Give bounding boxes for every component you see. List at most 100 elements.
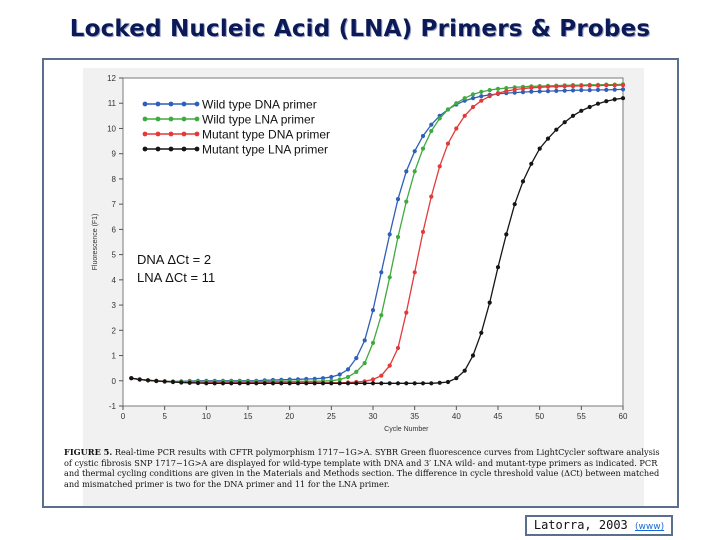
data-point [512,202,517,207]
figure-caption: FIGURE 5. Real-time PCR results with CFT… [64,447,664,489]
data-point [462,113,467,118]
data-point [562,120,567,125]
delta-ct-annotation: LNA ΔCt = 11 [137,270,215,285]
x-tick-label: 25 [327,412,336,421]
data-point [204,381,209,386]
data-point [345,374,351,380]
data-point [312,381,317,386]
data-point [195,380,201,386]
data-point [170,379,176,385]
caption-text: Real-time PCR results with CFTR polymorp… [64,447,660,489]
data-point [395,381,401,386]
data-point [270,381,276,386]
data-point [612,83,617,88]
data-point [545,89,551,94]
data-point [545,84,551,89]
data-point [604,99,609,104]
data-point [529,89,534,94]
data-point [512,87,517,92]
data-point [404,310,409,315]
data-point [237,381,242,386]
legend-marker [142,116,148,122]
data-point [229,381,234,386]
x-tick-label: 30 [369,412,378,421]
data-point [462,368,467,373]
data-point [479,94,484,99]
data-point [612,87,617,92]
citation-text: Latorra, 2003 [533,518,628,532]
data-point [504,86,509,91]
y-axis-label: Fluorescence (F1) [92,214,99,271]
legend-marker [181,101,187,107]
data-point [487,94,492,99]
data-point [362,381,367,386]
y-tick-label: 2 [112,326,117,335]
data-point [620,96,626,101]
x-tick-label: 35 [410,412,419,421]
legend-marker [168,131,174,137]
x-tick-label: 15 [244,412,253,421]
data-point [529,161,534,166]
y-tick-label: -1 [109,402,117,411]
y-tick-label: 10 [107,124,116,133]
data-point [379,313,384,318]
y-tick-label: 5 [112,251,117,260]
data-point [570,88,576,93]
y-tick-label: 11 [108,99,117,108]
data-point [445,141,451,146]
data-point [329,381,334,386]
data-point [595,83,601,88]
legend-marker [181,131,187,137]
data-point [554,127,559,132]
data-point [404,381,409,386]
x-tick-label: 60 [619,412,628,421]
data-point [345,367,351,372]
data-point [554,84,559,89]
data-point [495,91,501,96]
citation-link[interactable]: (www) [635,522,665,532]
data-point [479,98,484,103]
data-point [279,381,284,386]
data-point [520,90,526,95]
data-point [554,88,559,93]
data-point [220,381,226,386]
data-point [587,88,592,93]
data-point [437,116,442,121]
data-point [337,377,342,382]
data-point [579,108,584,113]
data-point [420,146,426,151]
data-point [429,122,434,127]
data-point [387,363,392,368]
data-point [129,376,134,381]
x-tick-label: 0 [121,412,126,421]
data-point [604,83,609,88]
x-tick-label: 5 [162,412,167,421]
data-point [395,234,401,240]
data-point [337,381,342,386]
data-point [487,300,492,305]
y-tick-label: 4 [112,276,117,285]
data-point [162,379,167,384]
delta-ct-annotation: DNA ΔCt = 2 [137,252,211,267]
data-point [395,197,401,202]
data-point [537,146,542,151]
y-tick-label: 0 [112,377,117,386]
legend-marker [194,116,200,122]
legend-marker [155,146,161,152]
data-point [529,85,534,90]
data-point [304,381,309,386]
data-point [504,89,509,94]
data-point [379,381,384,386]
data-point [429,128,434,134]
data-point [512,90,517,95]
data-point [562,88,567,93]
data-point [429,381,434,386]
data-point [145,378,151,383]
legend-label: Mutant type LNA primer [202,143,328,157]
data-point [320,381,326,386]
data-point [379,373,384,378]
data-point [595,101,601,106]
slide-title: Locked Nucleic Acid (LNA) Primers & Prob… [69,16,651,42]
legend-label: Wild type LNA primer [202,113,315,127]
plot-area [122,77,624,407]
